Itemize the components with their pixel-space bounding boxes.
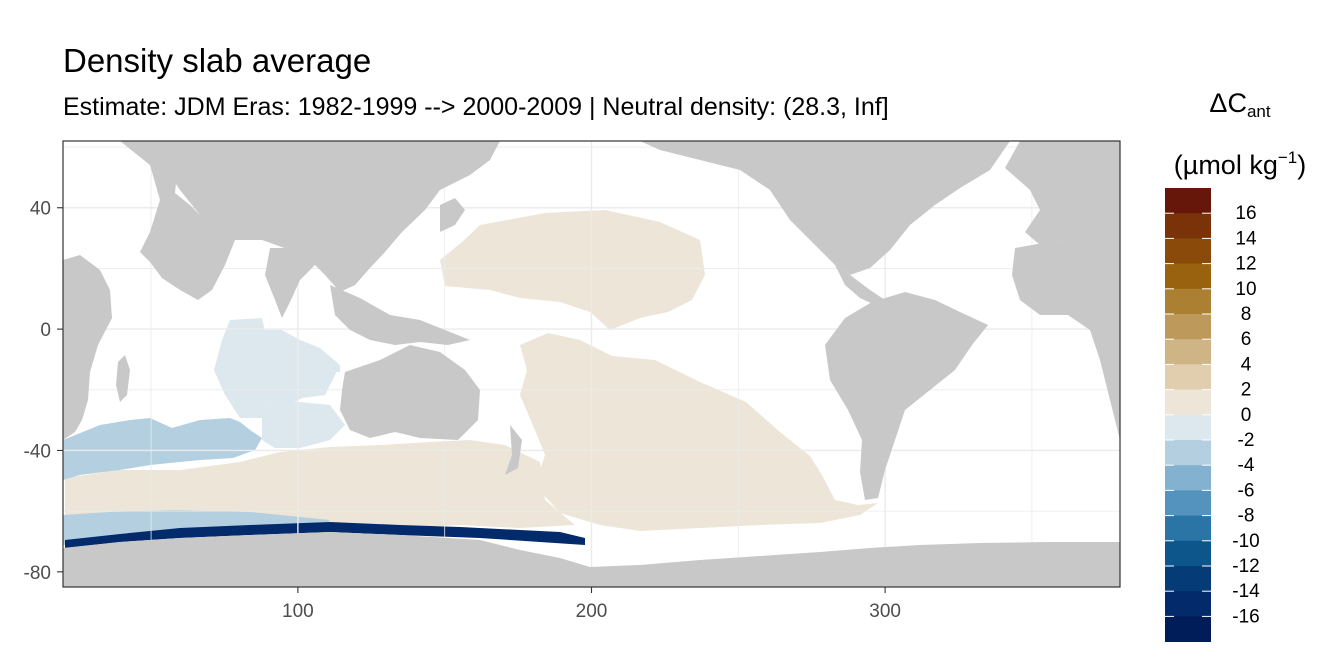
map-panel (63, 141, 1120, 587)
legend-units-end: ) (1297, 150, 1307, 180)
legend-label: -10 (1232, 531, 1259, 552)
legend-label: 16 (1235, 203, 1256, 224)
region-southern-ocean-indian (65, 440, 575, 528)
legend-bin (1165, 440, 1211, 466)
land-layer (63, 141, 1120, 587)
legend-title-main: ΔC (1209, 88, 1247, 118)
legend-label: -6 (1238, 480, 1255, 501)
y-tick-label: -40 (24, 441, 51, 462)
region-antarctic-margin (65, 522, 585, 548)
legend-title-sub: ant (1246, 102, 1271, 121)
legend-bin (1165, 389, 1211, 416)
legend-label: 6 (1241, 329, 1252, 350)
legend-bin (1165, 238, 1211, 264)
land-central-america (835, 265, 885, 305)
legend-bin (1165, 364, 1211, 390)
region-central-indian-strip (275, 366, 340, 375)
legend-bin (1165, 288, 1211, 315)
legend-bin (1165, 188, 1211, 214)
legend-label: -14 (1232, 581, 1260, 602)
legend-units-sup: −1 (1277, 148, 1298, 167)
legend-label: -8 (1238, 506, 1255, 527)
legend-bin (1165, 414, 1211, 441)
legend-label: -12 (1232, 556, 1259, 577)
legend-label: -2 (1238, 430, 1255, 451)
legend-bin (1165, 566, 1211, 592)
legend-label: 10 (1235, 279, 1256, 300)
data-region-layer (63, 210, 878, 567)
legend-bin (1165, 540, 1211, 567)
region-southwest-indian (63, 418, 262, 480)
legend-bin (1165, 490, 1211, 516)
y-axis: 40 0 -40 -80 (24, 199, 63, 584)
legend-label: 2 (1241, 380, 1252, 401)
legend-title: ΔCant (µmol kg−1) (1150, 86, 1330, 182)
legend-label: 4 (1241, 354, 1252, 375)
land-africa-south (63, 255, 112, 440)
legend-units-main: (µmol kg (1173, 150, 1278, 180)
legend-bin (1165, 339, 1211, 365)
land-africa (63, 141, 235, 300)
x-tick-label: 200 (576, 601, 608, 622)
y-tick-label: 40 (30, 199, 51, 220)
land-australia (340, 345, 480, 440)
land-antarctica (63, 532, 1120, 587)
legend-label: -4 (1238, 455, 1255, 476)
region-south-pacific (520, 333, 878, 531)
legend-bin (1165, 515, 1211, 542)
land-asia (150, 141, 500, 292)
region-central-indian (214, 318, 270, 418)
y-tick-label: 0 (40, 320, 51, 341)
chart-subtitle: Estimate: JDM Eras: 1982-1999 --> 2000-2… (63, 93, 889, 121)
y-tick-label: -80 (24, 563, 51, 584)
land-madagascar (116, 355, 130, 402)
region-east-indian (262, 330, 340, 420)
land-north-america (640, 141, 1010, 275)
legend-colorbar: 16 14 12 10 8 6 4 2 0 -2 -4 -6 -8 -10 -12 -14 -16 (1165, 188, 1260, 642)
region-east-indian-2 (262, 402, 345, 448)
legend-bin (1165, 314, 1211, 340)
land-japan (440, 198, 465, 232)
legend-label: 8 (1241, 304, 1252, 325)
legend-bin (1165, 263, 1211, 290)
legend-bin (1165, 465, 1211, 491)
legend-label: -16 (1232, 606, 1259, 627)
land-india (265, 248, 318, 318)
land-southeast-asia (330, 285, 470, 345)
land-west-africa (1012, 240, 1120, 440)
x-tick-label: 300 (869, 601, 901, 622)
legend-label: 0 (1241, 405, 1252, 426)
x-axis: 100 200 300 (282, 587, 901, 622)
legend-label: 12 (1235, 254, 1256, 275)
x-tick-label: 100 (282, 601, 314, 622)
land-south-america (825, 292, 988, 500)
chart-title: Density slab average (63, 42, 372, 79)
land-new-zealand (505, 425, 522, 475)
legend-bin (1165, 616, 1211, 642)
legend-bin (1165, 213, 1211, 239)
land-greenland-europe (1005, 141, 1120, 275)
region-north-pacific (440, 210, 705, 330)
legend-bin (1165, 591, 1211, 617)
legend-label: 14 (1235, 228, 1257, 249)
